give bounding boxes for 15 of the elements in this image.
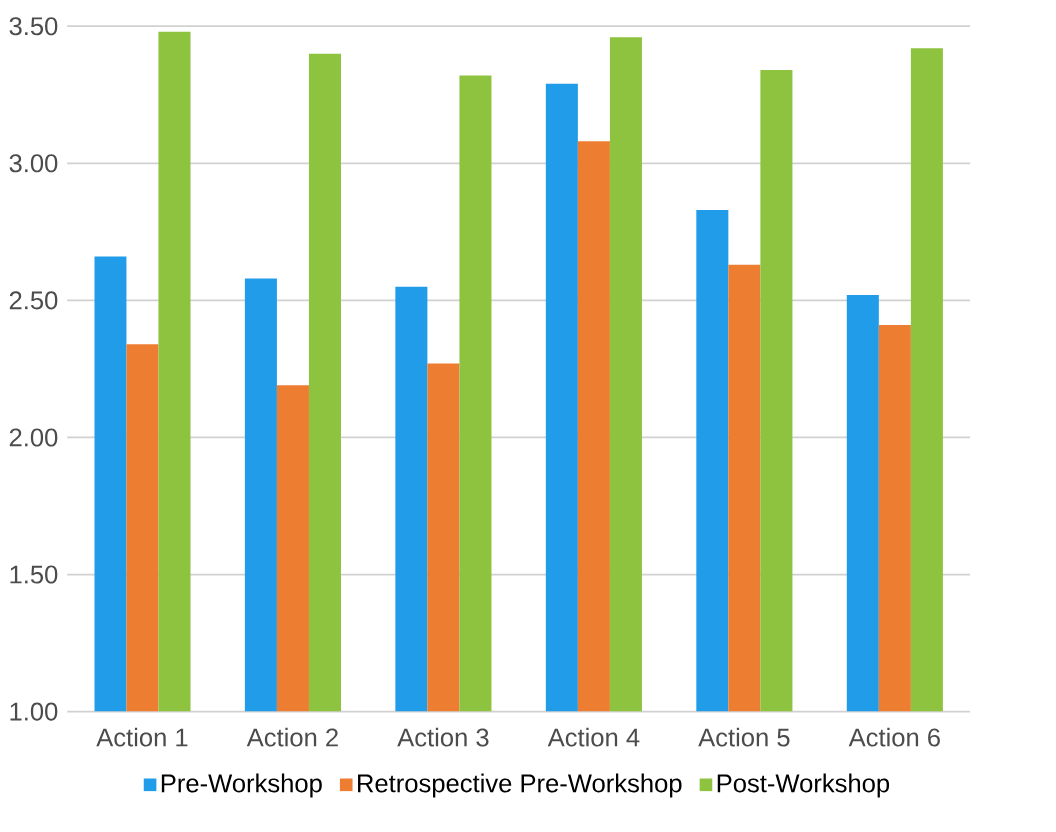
x-tick-label: Action 3 [397, 727, 489, 747]
y-tick-label: 3.50 [9, 17, 58, 36]
y-tick-label: 2.00 [9, 428, 58, 447]
y-tick-label: 1.00 [10, 702, 58, 721]
x-tick-label: Action 6 [848, 727, 940, 747]
x-tick-label: Action 5 [698, 727, 790, 747]
x-tick-label: Action 2 [246, 727, 338, 747]
legend-label: Pre-Workshop [161, 773, 322, 798]
y-tick-label: 1.50 [10, 565, 58, 584]
legend-label: Retrospective Pre-Workshop [358, 773, 682, 798]
legend-label: Post-Workshop [717, 773, 890, 798]
x-tick-label: Action 4 [547, 727, 640, 747]
y-tick-label: 2.50 [9, 291, 58, 310]
y-tick-label: 3.00 [9, 154, 58, 173]
x-tick-label: Action 1 [96, 727, 188, 747]
